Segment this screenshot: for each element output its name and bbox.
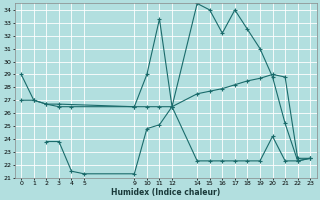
X-axis label: Humidex (Indice chaleur): Humidex (Indice chaleur) <box>111 188 220 197</box>
